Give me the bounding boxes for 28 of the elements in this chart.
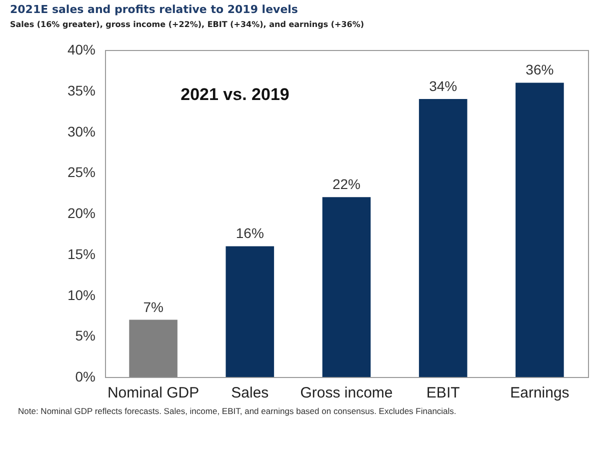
x-tick-label: Nominal GDP: [107, 384, 200, 402]
text: Note: Nominal GDP reflects forecasts. Sales, income, EBIT, and earnings based on consensus. Excludes Financials.: [18, 406, 458, 416]
bar: [516, 82, 564, 377]
y-tick-label: 40%: [67, 42, 96, 58]
chart-title: 2021E sales and profits relative to 2019 levels: [10, 3, 298, 16]
bar: [129, 320, 178, 377]
x-tick-label: Earnings: [510, 384, 570, 402]
bar: [418, 99, 468, 377]
y-tick-label: 5%: [75, 328, 96, 344]
data-label: 7%: [143, 298, 164, 315]
y-tick-label: 15%: [67, 246, 96, 262]
bar: [322, 197, 371, 377]
y-tick-label: 35%: [67, 82, 96, 98]
chart-subtitle: Sales (16% greater), gross income (+22%), EBIT (+34%), and earnings (+36%): [10, 20, 364, 29]
data-label: 36%: [526, 62, 554, 78]
annotation: 2021 vs. 2019: [180, 85, 290, 104]
y-tick-label: 20%: [67, 205, 96, 221]
y-tick-label: 0%: [75, 368, 96, 384]
x-tick-label: Gross income: [300, 384, 393, 402]
y-tick-label: 30%: [67, 123, 96, 140]
data-label: 22%: [332, 176, 361, 192]
y-tick-label: 10%: [67, 286, 96, 303]
x-tick-label: EBIT: [426, 384, 460, 402]
bar: [226, 246, 274, 377]
data-label: 16%: [236, 225, 264, 242]
data-label: 34%: [429, 78, 458, 94]
y-tick-label: 25%: [67, 164, 96, 180]
x-tick-label: Sales: [231, 384, 269, 402]
